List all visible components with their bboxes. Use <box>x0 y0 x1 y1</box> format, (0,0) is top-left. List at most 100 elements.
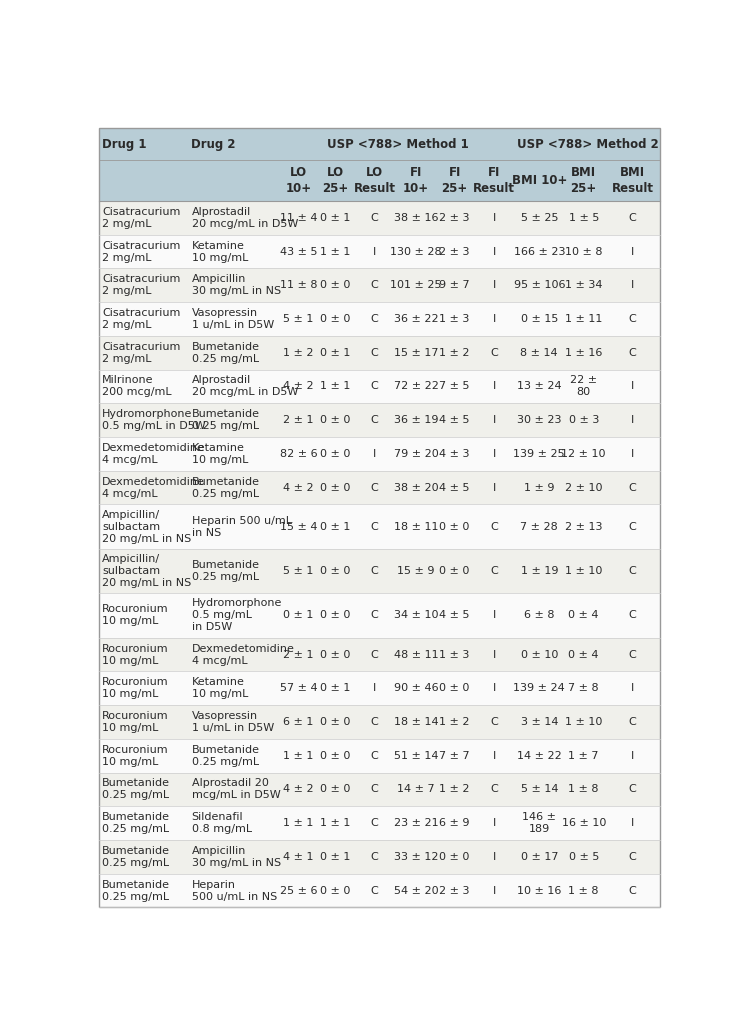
Text: 4 ± 5: 4 ± 5 <box>440 482 470 493</box>
Text: 15 ± 4: 15 ± 4 <box>280 521 317 531</box>
Text: 79 ± 20: 79 ± 20 <box>394 449 438 459</box>
Text: 139 ± 24: 139 ± 24 <box>514 683 565 693</box>
Text: 57 ± 4: 57 ± 4 <box>280 683 317 693</box>
Text: Cisatracurium
2 mg/mL: Cisatracurium 2 mg/mL <box>102 274 181 296</box>
Text: 90 ± 46: 90 ± 46 <box>394 683 438 693</box>
Text: 10 ± 16: 10 ± 16 <box>517 886 562 896</box>
Text: I: I <box>630 247 634 257</box>
Text: Rocuronium
10 mg/mL: Rocuronium 10 mg/mL <box>102 744 169 767</box>
Text: 18 ± 11: 18 ± 11 <box>394 521 438 531</box>
Text: I: I <box>630 683 634 693</box>
Bar <box>99 593 660 638</box>
Text: 1 ± 2: 1 ± 2 <box>283 348 314 357</box>
Text: C: C <box>371 649 378 659</box>
Bar <box>99 739 660 772</box>
Text: 0 ± 1: 0 ± 1 <box>320 348 351 357</box>
Text: 0 ± 0: 0 ± 0 <box>320 415 351 425</box>
Text: 0 ± 17: 0 ± 17 <box>520 852 558 862</box>
Text: 0 ± 0: 0 ± 0 <box>320 449 351 459</box>
Bar <box>99 160 660 201</box>
Text: 1 ± 11: 1 ± 11 <box>565 314 602 324</box>
Text: C: C <box>371 482 378 493</box>
Bar <box>99 128 660 160</box>
Text: Cisatracurium
2 mg/mL: Cisatracurium 2 mg/mL <box>102 241 181 262</box>
Text: 2 ± 3: 2 ± 3 <box>440 247 470 257</box>
Text: Alprostadil
20 mcg/mL in D5W: Alprostadil 20 mcg/mL in D5W <box>192 376 298 397</box>
Text: 0 ± 0: 0 ± 0 <box>320 281 351 290</box>
Text: Cisatracurium
2 mg/mL: Cisatracurium 2 mg/mL <box>102 342 181 364</box>
Text: 0 ± 0: 0 ± 0 <box>440 566 470 577</box>
Text: BMI
Result: BMI Result <box>611 166 653 195</box>
Text: 1 ± 8: 1 ± 8 <box>568 886 599 896</box>
Bar <box>99 234 660 268</box>
Bar <box>99 706 660 739</box>
Text: I: I <box>630 415 634 425</box>
Text: 0 ± 0: 0 ± 0 <box>320 314 351 324</box>
Text: 16 ± 10: 16 ± 10 <box>562 818 606 828</box>
Text: I: I <box>493 449 496 459</box>
Text: 13 ± 24: 13 ± 24 <box>517 381 562 391</box>
Text: 1 ± 8: 1 ± 8 <box>568 784 599 795</box>
Text: 0 ± 5: 0 ± 5 <box>568 852 599 862</box>
Text: 1 ± 19: 1 ± 19 <box>520 566 558 577</box>
Text: Rocuronium
10 mg/mL: Rocuronium 10 mg/mL <box>102 604 169 627</box>
Text: I: I <box>373 683 376 693</box>
Text: Ampicillin/
sulbactam
20 mg/mL in NS: Ampicillin/ sulbactam 20 mg/mL in NS <box>102 554 192 588</box>
Text: 4 ± 5: 4 ± 5 <box>440 610 470 621</box>
Text: C: C <box>371 784 378 795</box>
Text: 0 ± 0: 0 ± 0 <box>440 852 470 862</box>
Text: 7 ± 28: 7 ± 28 <box>520 521 558 531</box>
Text: I: I <box>493 852 496 862</box>
Text: Ketamine
10 mg/mL: Ketamine 10 mg/mL <box>192 241 248 262</box>
Text: 6 ± 1: 6 ± 1 <box>283 717 314 727</box>
Bar <box>99 437 660 471</box>
Text: Heparin
500 u/mL in NS: Heparin 500 u/mL in NS <box>192 880 277 901</box>
Text: USP <788> Method 2: USP <788> Method 2 <box>517 137 659 151</box>
Text: 30 ± 23: 30 ± 23 <box>517 415 562 425</box>
Text: 1 ± 3: 1 ± 3 <box>440 314 470 324</box>
Text: 0 ± 0: 0 ± 0 <box>320 482 351 493</box>
Text: C: C <box>628 852 636 862</box>
Text: I: I <box>493 818 496 828</box>
Text: 1 ± 10: 1 ± 10 <box>565 717 602 727</box>
Text: Dexmedetomidine
4 mcg/mL: Dexmedetomidine 4 mcg/mL <box>102 442 205 465</box>
Bar <box>99 201 660 234</box>
Text: 18 ± 14: 18 ± 14 <box>394 717 438 727</box>
Text: 1 ± 5: 1 ± 5 <box>568 213 599 223</box>
Text: 0 ± 3: 0 ± 3 <box>568 415 599 425</box>
Text: C: C <box>628 886 636 896</box>
Text: 4 ± 5: 4 ± 5 <box>440 415 470 425</box>
Text: 5 ± 25: 5 ± 25 <box>520 213 558 223</box>
Text: 1 ± 1: 1 ± 1 <box>283 818 314 828</box>
Text: Bumetanide
0.25 mg/mL: Bumetanide 0.25 mg/mL <box>192 410 260 431</box>
Text: C: C <box>371 348 378 357</box>
Text: 82 ± 6: 82 ± 6 <box>280 449 317 459</box>
Text: C: C <box>371 415 378 425</box>
Bar <box>99 840 660 873</box>
Text: 33 ± 12: 33 ± 12 <box>394 852 438 862</box>
Text: 7 ± 5: 7 ± 5 <box>440 381 470 391</box>
Text: 15 ± 9: 15 ± 9 <box>397 566 434 577</box>
Text: I: I <box>493 683 496 693</box>
Text: 9 ± 7: 9 ± 7 <box>440 281 470 290</box>
Text: Ketamine
10 mg/mL: Ketamine 10 mg/mL <box>192 677 248 699</box>
Text: Alprostadil
20 mcg/mL in D5W: Alprostadil 20 mcg/mL in D5W <box>192 207 298 228</box>
Text: 1 ± 2: 1 ± 2 <box>440 717 470 727</box>
Text: I: I <box>493 381 496 391</box>
Text: Ampicillin/
sulbactam
20 mg/mL in NS: Ampicillin/ sulbactam 20 mg/mL in NS <box>102 510 192 544</box>
Text: 1 ± 1: 1 ± 1 <box>320 381 351 391</box>
Text: C: C <box>371 213 378 223</box>
Text: 36 ± 19: 36 ± 19 <box>394 415 438 425</box>
Text: Vasopressin
1 u/mL in D5W: Vasopressin 1 u/mL in D5W <box>192 711 274 733</box>
Text: 6 ± 9: 6 ± 9 <box>440 818 470 828</box>
Text: 0 ± 0: 0 ± 0 <box>320 751 351 761</box>
Text: 4 ± 2: 4 ± 2 <box>283 381 314 391</box>
Text: C: C <box>371 314 378 324</box>
Text: 5 ± 1: 5 ± 1 <box>283 314 314 324</box>
Text: Sildenafil
0.8 mg/mL: Sildenafil 0.8 mg/mL <box>192 812 252 835</box>
Text: 166 ± 23: 166 ± 23 <box>514 247 565 257</box>
Text: 0 ± 1: 0 ± 1 <box>283 610 314 621</box>
Text: 146 ±
189: 146 ± 189 <box>522 812 556 835</box>
Text: I: I <box>493 281 496 290</box>
Text: I: I <box>373 449 376 459</box>
